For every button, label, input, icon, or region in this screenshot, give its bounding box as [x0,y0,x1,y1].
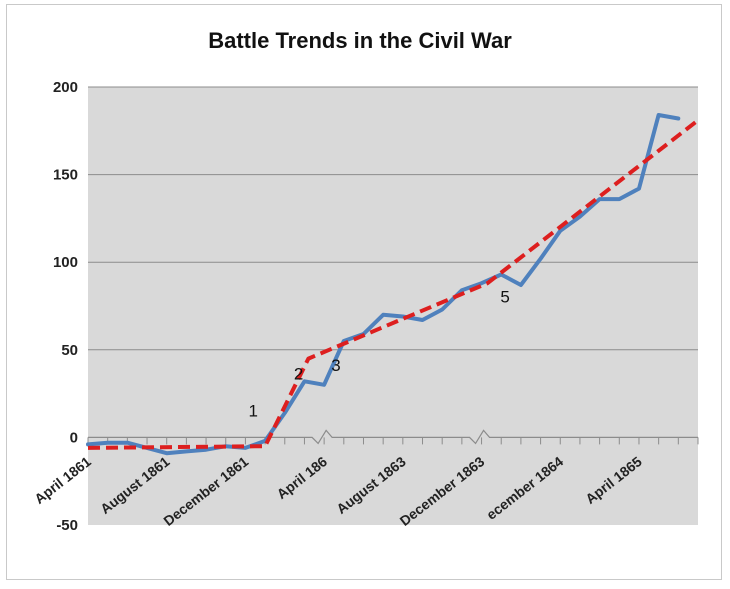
annotation-label: 2 [294,365,303,384]
y-axis-ticks: 200 150 100 50 0 -50 [53,79,78,534]
y-tick-label: 0 [70,429,78,446]
trend-line [87,118,700,450]
y-tick-label: 100 [53,254,78,271]
series-line [86,113,681,456]
x-axis-line [88,429,698,445]
annotation-label: 5 [500,287,509,306]
gridlines [88,86,698,351]
annotation-label: 3 [331,356,340,375]
annotations: 1 2 3 5 [249,287,510,420]
series-lines [86,113,700,456]
y-tick-label: 150 [53,167,78,184]
annotation-label: 1 [249,401,258,420]
x-tick-label: April 1861 [31,453,94,507]
y-tick-label: 200 [53,79,78,96]
y-tick-label: -50 [56,517,78,534]
y-tick-label: 50 [61,342,78,359]
chart-title: Battle Trends in the Civil War [208,28,512,53]
